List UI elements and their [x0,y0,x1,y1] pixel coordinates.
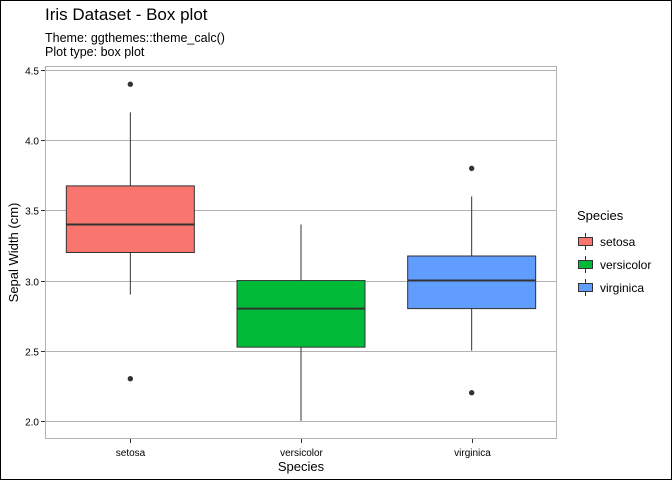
y-axis: 2.0 2.5 3.0 3.5 4.0 4.5 [25,67,45,429]
legend-title: Species [577,208,624,223]
y-axis-title: Sepal Width (cm) [6,203,21,303]
y-tick-label: 3.5 [25,207,39,218]
box-iqr [407,255,537,310]
legend-key-setosa [577,233,594,250]
legend-label-virginica: virginica [600,280,645,295]
outlier-point [127,376,134,382]
x-tick-label: setosa [116,448,146,459]
box-setosa [65,81,195,382]
legend-item-virginica: virginica [577,276,651,299]
subtitle-line-type: Plot type: box plot [45,45,145,59]
legend: Species setosa versicolor virginica [577,208,651,299]
outlier-point [468,165,475,172]
box-virginica [407,165,537,396]
legend-key-virginica [577,279,594,296]
subtitle-line-theme: Theme: ggthemes::theme_calc() [45,31,225,45]
chart-title: Iris Dataset - Box plot [45,5,208,24]
legend-key-versicolor [577,256,594,273]
box-versicolor [236,224,366,421]
legend-label-versicolor: versicolor [600,257,652,272]
y-tick-label: 3.0 [25,278,39,289]
x-axis-title: Species [278,459,325,474]
y-tick-label: 4.5 [25,67,39,78]
y-tick-label: 4.0 [25,137,39,148]
x-tick-label: versicolor [280,448,323,459]
boxes [65,81,537,421]
box-iqr [236,280,366,348]
legend-label-setosa: setosa [600,234,636,249]
x-axis: setosa versicolor virginica [116,439,491,459]
outlier-point [468,390,475,396]
box-iqr [65,185,195,253]
y-tick-label: 2.0 [25,418,39,429]
outlier-point [127,81,134,87]
chart-subtitle: Theme: ggthemes::theme_calc() Plot type:… [45,31,225,59]
legend-item-versicolor: versicolor [577,253,651,276]
x-tick-label: virginica [454,448,491,459]
y-tick-label: 2.5 [25,348,39,359]
legend-item-setosa: setosa [577,230,651,253]
panel-border [45,66,557,439]
